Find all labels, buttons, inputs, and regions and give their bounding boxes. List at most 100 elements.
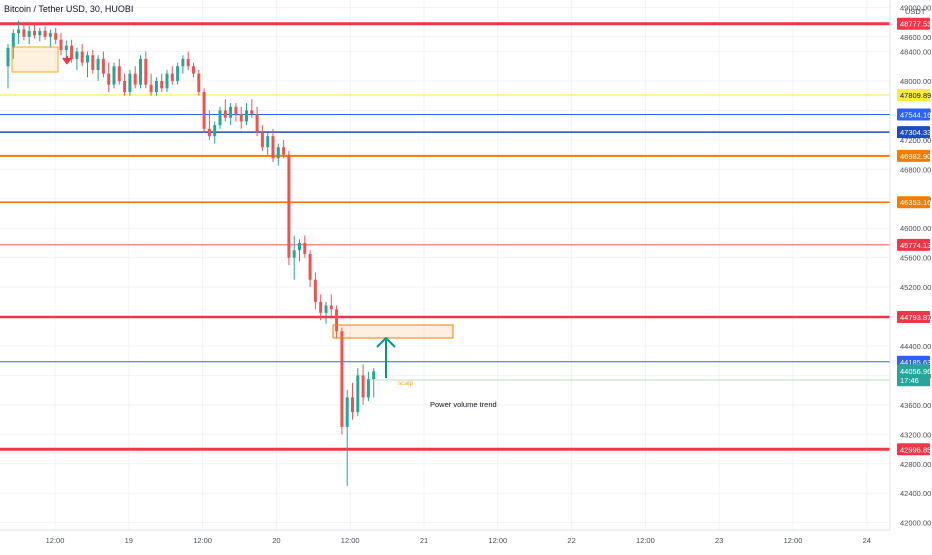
candle-body: [139, 58, 142, 85]
y-tick-label: 48000.00: [900, 77, 931, 86]
candle-body: [197, 73, 201, 93]
level-tag: [897, 126, 930, 139]
candle-body: [54, 33, 58, 40]
y-tick-label: 46000.00: [900, 224, 931, 233]
level-tag-label: 47304.33: [900, 128, 931, 137]
level-tag: [897, 149, 930, 162]
candle-body: [192, 66, 195, 74]
candle-body: [292, 250, 296, 258]
consolidation-box-top[interactable]: [11, 46, 59, 73]
up-arrow-icon: [376, 336, 396, 378]
x-tick-label: 12:00: [341, 536, 360, 545]
currency-label: USDT: [905, 7, 926, 16]
candle-body: [75, 51, 79, 59]
candle-body: [234, 106, 238, 115]
resistance-zone-box[interactable]: [332, 324, 454, 339]
horizontal-levels: [0, 22, 890, 451]
level-tag-label: 42996.85: [900, 445, 931, 454]
level-tag: [897, 108, 930, 121]
annotation-scalp: scalp: [398, 380, 414, 387]
candle-body: [27, 30, 31, 37]
level-tag-label: 44793.87: [900, 313, 931, 322]
y-tick-label: 42400.00: [900, 489, 931, 498]
candle-body: [361, 375, 365, 398]
candle-body: [213, 125, 217, 137]
candle-body: [101, 58, 105, 74]
candle-body: [117, 66, 121, 81]
candle-body: [149, 84, 153, 93]
x-tick-label: 20: [272, 536, 280, 545]
candle-body: [170, 73, 174, 81]
down-arrow-icon: [62, 56, 72, 65]
level-tag-label: 46982.90: [900, 152, 931, 161]
candle-body: [80, 51, 84, 63]
x-tick-label: 12:00: [636, 536, 655, 545]
last-price-tag: [897, 364, 930, 387]
y-tick-label: 42800.00: [900, 460, 931, 469]
candle-body: [356, 375, 360, 413]
candle-body: [64, 45, 68, 51]
candle-body: [202, 92, 206, 129]
candle-body: [176, 66, 180, 81]
candle-body: [154, 80, 158, 93]
x-tick-label: 12:00: [784, 536, 803, 545]
candle-body: [255, 114, 259, 133]
candle-body: [133, 73, 137, 85]
candle-body: [329, 305, 333, 310]
level-tag: [897, 443, 930, 456]
candle-body: [366, 379, 370, 398]
candle-body: [107, 73, 111, 85]
candle-body: [186, 58, 190, 67]
axes: [0, 0, 891, 531]
candlesticks: [6, 20, 376, 486]
candle-body: [298, 242, 301, 251]
level-tag: [897, 88, 930, 101]
candle-body: [271, 136, 275, 159]
candle-body: [313, 279, 317, 302]
level-tag-label: 45774.13: [900, 241, 931, 250]
candle-body: [38, 30, 42, 36]
candle-body: [91, 55, 95, 70]
candle-body: [372, 371, 376, 380]
level-tag: [897, 17, 930, 30]
candle-body: [86, 55, 89, 63]
x-axis-ticks: 12:00 19 12:00 20 12:00 21 12:00 22 12:00 23 12:00…: [46, 536, 871, 545]
y-tick-label: 45200.00: [900, 283, 931, 292]
candle-body: [345, 397, 349, 427]
y-tick-label: 44400.00: [900, 342, 931, 351]
x-tick-label: 22: [567, 536, 575, 545]
candle-body: [218, 110, 222, 126]
last-price-label: 44056.96: [900, 367, 931, 376]
candle-body: [48, 33, 52, 37]
candle-body: [96, 58, 100, 70]
x-tick-label: 24: [863, 536, 871, 545]
candle-body: [245, 110, 248, 122]
y-tick-label: 45600.00: [900, 254, 931, 263]
x-tick-label: 12:00: [488, 536, 507, 545]
candle-body: [59, 39, 63, 51]
candle-body: [112, 66, 116, 85]
annotation-power-volume-trend: Power volume trend: [430, 400, 497, 409]
level-tag-label: 44185.63: [900, 358, 931, 367]
candle-body: [250, 110, 254, 115]
candle-body: [181, 58, 185, 67]
candle-body: [160, 80, 164, 89]
symbol-title: Bitcoin / Tether USD, 30, HUOBI: [4, 4, 133, 14]
candle-body: [324, 305, 328, 313]
candle-body: [335, 309, 339, 332]
y-tick-label: 43600.00: [900, 401, 931, 410]
candle-body: [351, 397, 354, 413]
candle-body: [319, 301, 323, 313]
candle-body: [340, 331, 344, 427]
candle-body: [11, 33, 15, 48]
y-tick-label: 42000.00: [900, 519, 931, 528]
x-tick-label: 23: [715, 536, 723, 545]
candle-body: [43, 30, 47, 37]
y-tick-label: 46800.00: [900, 165, 931, 174]
level-tag-label: 47809.89: [900, 91, 931, 100]
level-tag-label: 48777.53: [900, 20, 931, 29]
level-tag-label: 47544.16: [900, 111, 931, 120]
x-tick-label: 19: [125, 536, 133, 545]
